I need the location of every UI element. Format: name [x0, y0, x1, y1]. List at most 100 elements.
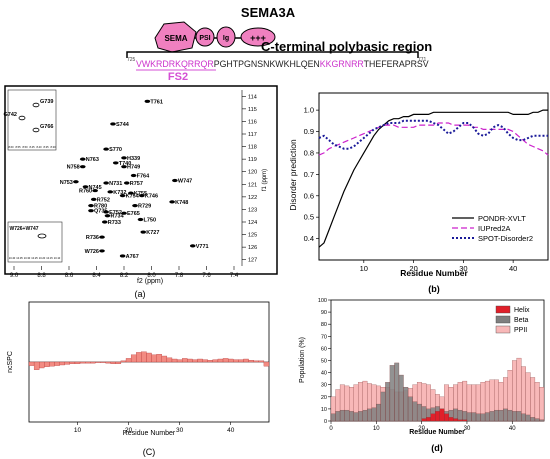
d-bar-beta: [394, 362, 400, 422]
a-xtick-label: 8.0: [147, 273, 156, 279]
a-ytick-label: 115: [248, 107, 257, 113]
c-bar: [79, 361, 86, 364]
b-legend-label: PONDR-XVLT: [478, 214, 526, 223]
inset-peak-label: G739: [40, 99, 53, 105]
hsqc-peak: [172, 178, 178, 183]
hsqc-peak: [99, 235, 105, 239]
hsqc-peak-label: S770: [109, 147, 122, 153]
d-legend-swatch: [495, 305, 511, 314]
b-series-line: [318, 119, 548, 150]
d-bar-beta: [344, 409, 350, 422]
c-bar: [54, 361, 60, 366]
ig-domain-shape: [216, 26, 236, 48]
c-bar: [182, 358, 188, 363]
d-legend-swatch: [495, 325, 511, 334]
c-bar: [59, 361, 65, 366]
a-ytick-label: 123: [248, 207, 257, 213]
d-legend-swatch: [495, 315, 511, 324]
d-xtick-label: 0: [329, 426, 333, 432]
inset-top-frame: [7, 89, 57, 151]
d-ytick-label: 70: [321, 334, 327, 340]
c-bar: [202, 359, 208, 363]
c-bar: [130, 354, 137, 363]
sema-domain-label: SEMA: [164, 34, 187, 43]
d-bar-helix: [453, 418, 459, 422]
a-ytick-label: 127: [248, 258, 257, 264]
hsqc-peak: [132, 204, 138, 208]
d-bar-beta: [466, 412, 472, 422]
panel-b-xlabel: Residue Number: [400, 268, 468, 278]
d-bar-beta: [475, 413, 481, 422]
inset-top-tick: 8.50: [22, 145, 28, 149]
basic-domain-label: +++: [250, 33, 266, 43]
hsqc-peak: [103, 147, 109, 151]
b-ytick-label: 0.8: [304, 148, 314, 157]
hsqc-peak: [140, 230, 147, 234]
c-bar: [151, 354, 157, 363]
c-bar: [176, 359, 183, 363]
d-bar-ppii: [534, 382, 540, 422]
panel-d-ylabel: Population (%): [299, 337, 306, 383]
c-bar: [222, 358, 229, 363]
hsqc-peak: [92, 188, 98, 193]
inset-top-peaks: G739 G742 G766 8.60 8.55 8.50 8.45 8.40 8.35 8.30: [4, 99, 57, 149]
hsqc-peak-label: R733: [108, 220, 121, 226]
hsqc-peak: [130, 173, 137, 178]
panel-b-ylabel: Disorder prediction: [288, 139, 298, 211]
hsqc-peak-label: R729: [138, 204, 151, 210]
inset-peak: [37, 233, 47, 239]
panel-c: 10 20 30 40 Residue Number ncSPC (C): [7, 301, 270, 457]
hsqc-peak: [99, 249, 105, 253]
hsqc-peak-label: K755: [134, 191, 147, 197]
inset-bottom-tick: 10.15: [46, 256, 53, 260]
d-xtick-label: 40: [509, 426, 516, 432]
d-bar-beta: [457, 409, 463, 422]
c-bar: [197, 358, 203, 363]
d-bar-beta: [362, 409, 368, 422]
seq-segment-basic-1: VWKRDRKQRRQR: [136, 59, 214, 69]
a-xtick-label: 7.8: [175, 273, 184, 279]
d-bar-helix: [421, 418, 427, 422]
inset-peak-label: W726+W747: [9, 226, 38, 232]
seq-segment-4: THEFERAPRSV: [364, 59, 429, 69]
panel-d-legend: Helix Beta PPII: [495, 305, 530, 334]
c-bar: [161, 355, 168, 363]
d-bar-beta: [349, 411, 354, 422]
d-bar-beta: [507, 409, 513, 422]
hsqc-peak-label: R780: [94, 204, 107, 210]
b-series-line: [318, 109, 548, 248]
inset-top-tick: 8.60: [8, 145, 14, 149]
b-ytick-label: 0.6: [304, 191, 314, 200]
inset-bottom-peaks: W726+W747 10.40 10.35 10.30 10.25 10.20 10.15 1…: [9, 226, 61, 260]
panel-b: 10 20 30 40 0.4 0.5 0.6 0.7 0.8 0.9 1.0 PONDR-XVLT…: [288, 92, 549, 294]
hsqc-peak: [169, 200, 175, 204]
d-bar-beta: [416, 403, 422, 422]
panel-d-bars: [330, 357, 545, 422]
panel-d-label: (d): [431, 443, 443, 453]
hsqc-peak-label: R736: [86, 235, 99, 241]
panel-b-axes: 10 20 30 40 0.4 0.5 0.6 0.7 0.8 0.9 1.0: [304, 106, 518, 273]
hsqc-peak-label: V771: [196, 244, 209, 250]
panel-a-label: (a): [135, 289, 146, 299]
hsqc-peak: [79, 165, 86, 169]
inset-peak: [32, 102, 40, 108]
d-ytick-label: 40: [321, 371, 327, 377]
b-xtick-label: 20: [409, 264, 417, 273]
panel-d-axes: 0 10 20 30 40 0 10 20 30 40 50 60 70 80 90 100: [318, 298, 516, 432]
c-bar: [207, 360, 213, 363]
hsqc-peak-label: K754: [126, 194, 140, 200]
panel-c-label: (C): [143, 447, 156, 457]
b-legend-label: IUPred2A: [478, 224, 511, 233]
inset-top-tick: 8.45: [29, 145, 35, 149]
hsqc-peak: [73, 180, 79, 184]
a-ytick-label: 125: [248, 233, 257, 239]
basic-domain-shape: [240, 27, 276, 47]
d-bar-beta: [534, 418, 540, 422]
panel-d-xlabel: Residue Number: [409, 429, 465, 436]
inset-bottom-tick: 10.10: [54, 256, 61, 260]
d-bar-beta: [516, 411, 522, 422]
a-ytick-label: 126: [248, 245, 257, 251]
hsqc-peak-label: S744: [116, 122, 130, 128]
